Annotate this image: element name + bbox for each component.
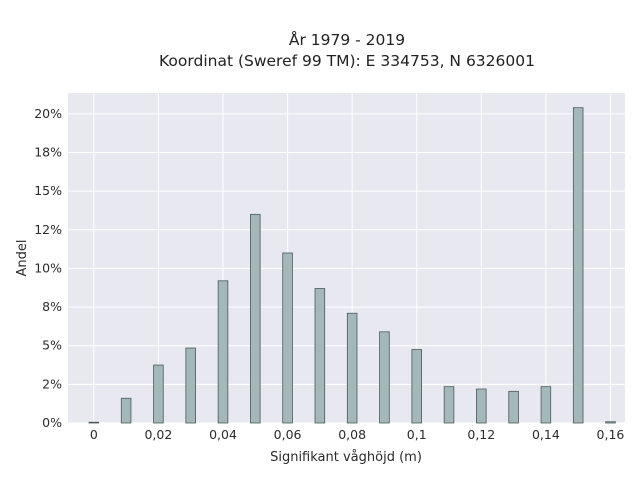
y-tick-label: 20% (34, 106, 62, 121)
histogram-bar (346, 312, 358, 424)
histogram-bar (379, 331, 390, 424)
x-tick-label: 0,12 (467, 427, 495, 442)
plot-area (68, 93, 625, 423)
chart-title-line-2: Koordinat (Sweref 99 TM): E 334753, N 63… (159, 52, 535, 70)
x-tick-label: 0,02 (144, 427, 172, 442)
chart-title-line-1: År 1979 - 2019 (289, 30, 405, 49)
histogram-bar (88, 421, 100, 424)
histogram-bar (282, 252, 293, 424)
x-tick-label: 0,08 (338, 427, 366, 442)
histogram-bar (605, 421, 616, 424)
histogram-bar (120, 397, 132, 424)
histogram-bar (314, 288, 326, 424)
y-tick-label: 8% (42, 299, 62, 314)
x-tick-label: 0,16 (597, 427, 625, 442)
y-axis-ticks: 0% 2% 5% 8% 10% 12% 15% 18% 20% (34, 106, 62, 430)
histogram-bar (508, 390, 519, 424)
histogram-bar (217, 280, 229, 424)
histogram-bar (540, 386, 552, 424)
y-axis-title: Andel (15, 240, 30, 277)
histogram-bar (411, 349, 422, 424)
x-tick-label: 0,04 (209, 427, 237, 442)
histogram-bar (185, 347, 196, 424)
y-tick-label: 10% (34, 260, 62, 275)
y-tick-label: 12% (34, 222, 62, 237)
x-axis-ticks: 0 0,02 0,04 0,06 0,08 0,1 0,12 0,14 0,16 (90, 427, 625, 442)
y-tick-label: 15% (34, 183, 62, 198)
bars (88, 107, 616, 424)
x-tick-label: 0,06 (274, 427, 302, 442)
histogram-bar (443, 386, 455, 424)
x-tick-label: 0,14 (532, 427, 560, 442)
histogram-bar (153, 364, 164, 424)
histogram-bar (250, 213, 261, 424)
y-tick-label: 2% (42, 376, 62, 391)
histogram-bar (572, 107, 584, 424)
y-tick-label: 0% (42, 415, 62, 430)
x-axis-title: Signifikant våghöjd (m) (270, 450, 422, 465)
x-tick-label: 0 (90, 427, 98, 442)
y-tick-label: 5% (42, 338, 62, 353)
histogram-bar (476, 388, 487, 424)
y-tick-label: 18% (34, 145, 62, 160)
x-tick-label: 0,1 (407, 427, 427, 442)
